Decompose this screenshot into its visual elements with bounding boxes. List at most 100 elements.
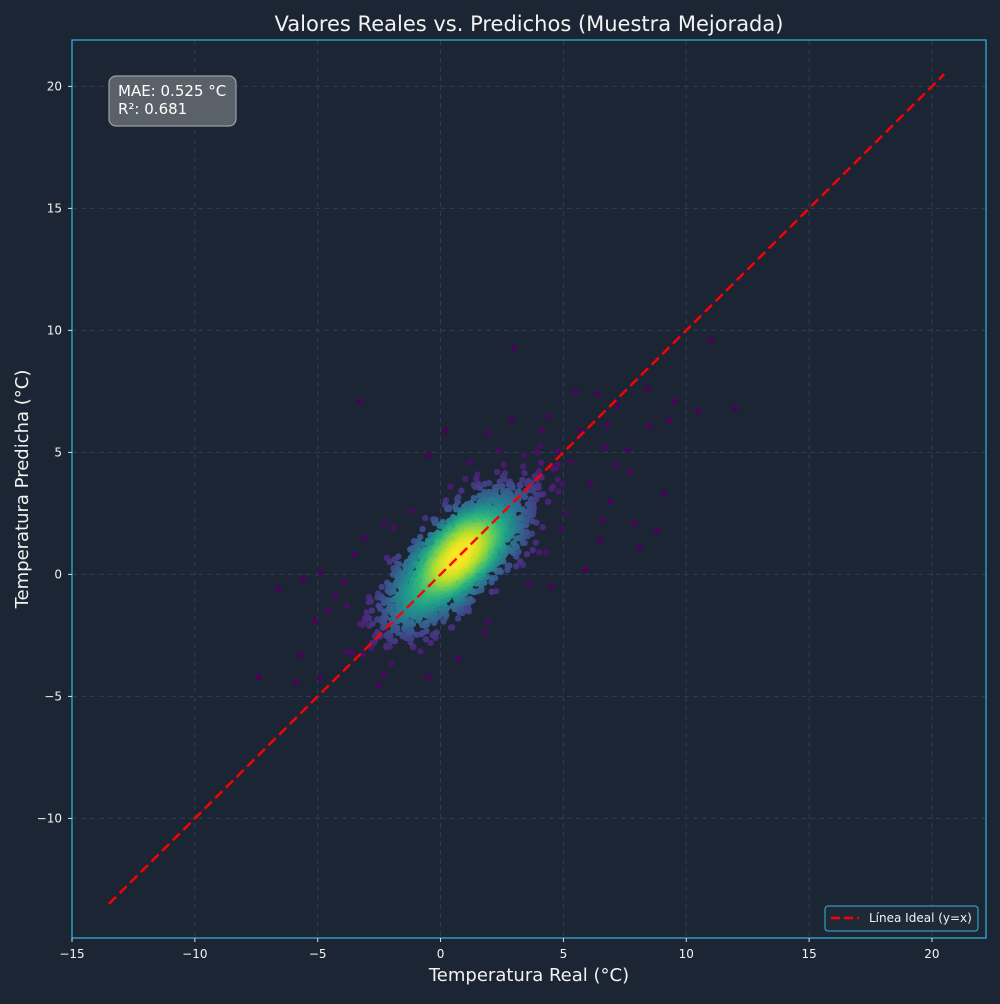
scatter-point — [378, 583, 385, 590]
scatter-point — [501, 476, 508, 483]
scatter-point — [510, 540, 517, 547]
scatter-point — [425, 451, 432, 458]
scatter-point — [577, 427, 584, 434]
scatter-points — [255, 336, 739, 688]
scatter-point — [511, 344, 518, 351]
scatter-point — [611, 461, 619, 468]
scatter-point — [442, 427, 449, 434]
scatter-point — [359, 651, 366, 658]
x-axis-label: Temperatura Real (°C) — [428, 965, 629, 986]
scatter-point — [455, 655, 462, 663]
scatter-point — [547, 583, 555, 590]
scatter-point — [317, 568, 324, 576]
legend-entry-ideal-line: Línea Ideal (y=x) — [869, 911, 972, 925]
scatter-point — [646, 422, 653, 429]
scatter-point — [529, 518, 536, 525]
scatter-point — [536, 549, 543, 556]
scatter-point — [476, 484, 483, 491]
scatter-point — [488, 574, 496, 582]
scatter-point — [597, 537, 604, 544]
scatter-point — [419, 525, 426, 533]
scatter-point — [481, 629, 488, 637]
scatter-point — [554, 448, 561, 455]
scatter-point — [458, 487, 465, 494]
x-axis-ticks: −15 −10 −5 0 5 10 15 20 — [59, 938, 940, 961]
x-tick-label: −15 — [59, 947, 84, 961]
scatter-point — [275, 585, 282, 593]
y-axis-ticks: −10 −5 0 5 10 15 20 — [37, 79, 72, 825]
scatter-point — [484, 429, 491, 437]
x-tick-label: 15 — [801, 947, 816, 961]
x-tick-label: −10 — [182, 947, 207, 961]
scatter-point — [380, 520, 388, 527]
legend: Línea Ideal (y=x) — [824, 905, 979, 932]
scatter-point — [466, 458, 473, 466]
scatter-point — [312, 617, 319, 624]
scatter-point — [513, 563, 520, 570]
scatter-point — [539, 524, 546, 531]
scatter-point — [356, 398, 363, 405]
x-tick-label: 20 — [924, 947, 939, 961]
scatter-point — [695, 407, 702, 415]
scatter-point — [422, 636, 430, 643]
scatter-point — [660, 490, 668, 498]
scatter-point — [349, 649, 356, 656]
scatter-point — [470, 495, 478, 502]
scatter-point — [602, 444, 609, 451]
x-tick-label: −5 — [309, 947, 327, 961]
scatter-point — [486, 479, 493, 487]
scatter-point — [324, 607, 331, 615]
scatter-point — [534, 449, 541, 456]
scatter-point — [532, 539, 539, 546]
scatter-point — [636, 544, 643, 551]
ideal-line — [108, 73, 946, 905]
scatter-point — [383, 642, 390, 649]
scatter-point — [292, 678, 299, 685]
scatter-point — [626, 468, 633, 476]
scatter-point — [331, 593, 339, 600]
scatter-point — [529, 546, 536, 554]
scatter-point — [316, 674, 324, 682]
y-tick-label: −5 — [44, 689, 62, 703]
scatter-point — [520, 451, 528, 458]
scatter-point — [366, 615, 373, 622]
scatter-point — [363, 609, 370, 616]
scatter-point — [548, 485, 555, 493]
scatter-point — [546, 413, 553, 420]
y-tick-label: 20 — [47, 79, 62, 93]
r2-metric: R²: 0.681 — [118, 100, 187, 118]
scatter-point — [587, 480, 594, 488]
mae-metric: MAE: 0.525 °C — [118, 82, 226, 100]
scatter-point — [395, 553, 402, 560]
scatter-point — [517, 482, 524, 489]
scatter-point — [504, 562, 511, 569]
scatter-point — [521, 469, 528, 477]
scatter-point — [732, 405, 739, 412]
scatter-point — [391, 637, 399, 645]
scatter-point — [599, 517, 606, 524]
scatter-point — [407, 626, 414, 633]
y-tick-label: 0 — [54, 567, 62, 581]
scatter-point — [368, 607, 376, 614]
scatter-point — [299, 576, 307, 583]
scatter-point — [433, 629, 440, 636]
scatter-point — [519, 476, 526, 484]
metrics-box-background — [108, 75, 237, 127]
scatter-point — [606, 498, 614, 505]
y-tick-label: 10 — [47, 323, 62, 337]
scatter-point — [549, 465, 556, 472]
scatter-point — [422, 514, 429, 522]
scatter-point — [390, 524, 398, 532]
scatter-point — [707, 336, 714, 344]
scatter-point — [417, 648, 424, 655]
scatter-point — [604, 422, 611, 429]
scatter-point — [473, 475, 480, 482]
scatter-point — [614, 402, 621, 410]
scatter-point — [493, 468, 501, 476]
y-tick-label: −10 — [37, 811, 62, 825]
scatter-point — [369, 620, 376, 627]
scatter-point — [449, 602, 457, 609]
scatter-point — [582, 566, 589, 573]
